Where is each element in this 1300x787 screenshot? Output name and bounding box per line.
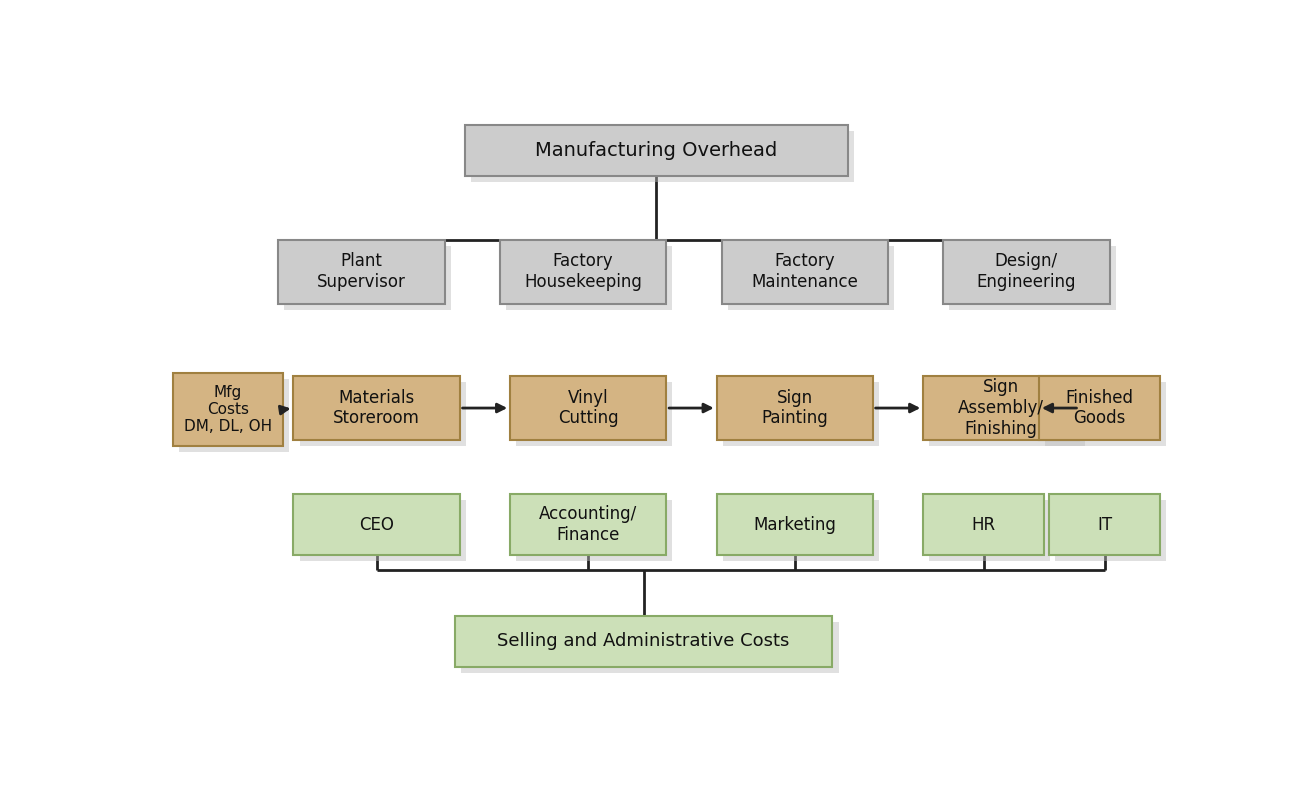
FancyBboxPatch shape [1039, 376, 1160, 440]
FancyBboxPatch shape [173, 373, 283, 446]
Text: Plant
Supervisor: Plant Supervisor [317, 253, 406, 291]
Text: HR: HR [971, 515, 996, 534]
FancyBboxPatch shape [723, 501, 879, 561]
Text: IT: IT [1097, 515, 1112, 534]
FancyBboxPatch shape [299, 501, 465, 561]
Text: Marketing: Marketing [753, 515, 836, 534]
Text: Materials
Storeroom: Materials Storeroom [333, 389, 420, 427]
Text: CEO: CEO [359, 515, 394, 534]
Text: Factory
Housekeeping: Factory Housekeeping [524, 253, 642, 291]
Text: Mfg
Costs
DM, DL, OH: Mfg Costs DM, DL, OH [183, 385, 272, 434]
Text: Design/
Engineering: Design/ Engineering [976, 253, 1076, 291]
FancyBboxPatch shape [285, 246, 451, 309]
FancyBboxPatch shape [460, 622, 838, 673]
FancyBboxPatch shape [716, 376, 872, 440]
FancyBboxPatch shape [500, 240, 666, 304]
Text: Accounting/
Finance: Accounting/ Finance [540, 505, 637, 544]
FancyBboxPatch shape [278, 240, 445, 304]
FancyBboxPatch shape [1045, 382, 1166, 446]
FancyBboxPatch shape [294, 376, 460, 440]
FancyBboxPatch shape [944, 240, 1110, 304]
FancyBboxPatch shape [455, 615, 832, 667]
FancyBboxPatch shape [1049, 494, 1160, 555]
FancyBboxPatch shape [465, 125, 848, 176]
Text: Vinyl
Cutting: Vinyl Cutting [558, 389, 619, 427]
FancyBboxPatch shape [178, 379, 290, 452]
FancyBboxPatch shape [930, 382, 1086, 446]
FancyBboxPatch shape [716, 494, 872, 555]
FancyBboxPatch shape [516, 382, 672, 446]
Text: Factory
Maintenance: Factory Maintenance [751, 253, 858, 291]
FancyBboxPatch shape [510, 376, 666, 440]
FancyBboxPatch shape [294, 494, 460, 555]
Text: Sign
Painting: Sign Painting [762, 389, 828, 427]
FancyBboxPatch shape [923, 376, 1079, 440]
FancyBboxPatch shape [506, 246, 672, 309]
FancyBboxPatch shape [299, 382, 465, 446]
FancyBboxPatch shape [949, 246, 1115, 309]
FancyBboxPatch shape [510, 494, 666, 555]
FancyBboxPatch shape [471, 131, 854, 183]
Text: Finished
Goods: Finished Goods [1066, 389, 1134, 427]
FancyBboxPatch shape [516, 501, 672, 561]
FancyBboxPatch shape [728, 246, 894, 309]
FancyBboxPatch shape [930, 501, 1050, 561]
Text: Manufacturing Overhead: Manufacturing Overhead [536, 141, 777, 160]
Text: Selling and Administrative Costs: Selling and Administrative Costs [498, 632, 790, 650]
Text: Sign
Assembly/
Finishing: Sign Assembly/ Finishing [958, 379, 1044, 438]
FancyBboxPatch shape [723, 382, 879, 446]
FancyBboxPatch shape [722, 240, 888, 304]
FancyBboxPatch shape [923, 494, 1044, 555]
FancyBboxPatch shape [1056, 501, 1166, 561]
